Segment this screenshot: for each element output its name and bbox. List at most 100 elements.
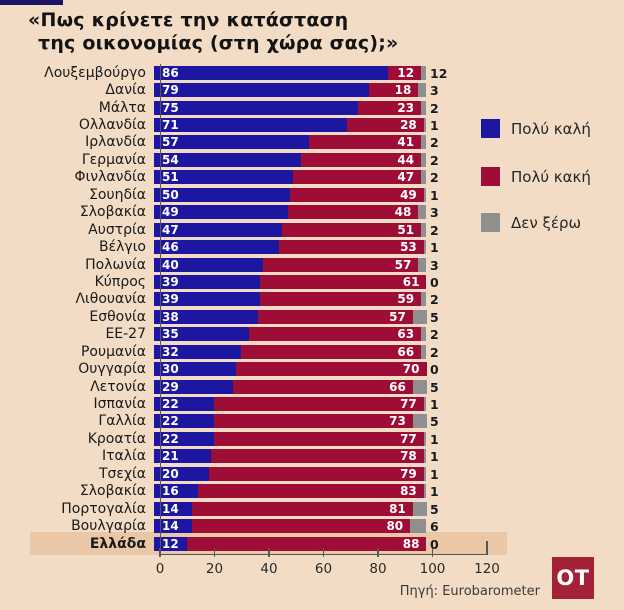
bar-segment-dk	[410, 519, 427, 534]
bar-segment-dk	[423, 240, 427, 255]
country-label: Κύπρος	[94, 273, 146, 290]
legend-item: Πολύ κακή	[481, 167, 591, 186]
bar-value-dk: 2	[430, 152, 439, 168]
bar-value-dk: 2	[430, 222, 439, 238]
legend-label: Δεν ξέρω	[511, 213, 582, 232]
bar-value-dk: 2	[430, 327, 439, 343]
stacked-bar: 16 83 1	[154, 484, 499, 499]
stacked-bar: 30 70 0	[154, 362, 499, 377]
bar-value-dk: 5	[430, 379, 439, 395]
bar-row: Ιρλανδία 57 41 2	[0, 134, 520, 151]
x-axis-tick	[268, 548, 270, 557]
bar-value-dk: 5	[430, 309, 439, 325]
bar-segment-dk	[423, 466, 427, 481]
bar-row: Φινλανδία 51 47 2	[0, 169, 520, 186]
bar-value-bad: 77	[400, 431, 417, 446]
bar-value-dk: 1	[430, 240, 439, 256]
bar-segment-good	[154, 65, 389, 80]
stacked-bar: 54 44 2	[154, 152, 499, 168]
bar-row: Γαλλία 22 73 5	[0, 413, 520, 430]
bar-value-good: 14	[162, 519, 179, 534]
bar-row: Λετονία 29 66 5	[0, 378, 520, 395]
bar-value-bad: 66	[389, 379, 406, 394]
legend-swatch-icon	[481, 213, 500, 232]
stacked-bar: 22 77 1	[154, 397, 499, 412]
bar-segment-good	[154, 414, 214, 429]
bar-row: Σλοβακία 16 83 1	[0, 483, 520, 500]
bar-value-good: 14	[162, 501, 179, 516]
bar-row: Βουλγαρία 14 80 6	[0, 517, 520, 534]
bar-row: Γερμανία 54 44 2	[0, 151, 520, 168]
x-axis-tick	[486, 541, 488, 554]
bar-segment-bad	[233, 379, 413, 394]
bar-value-good: 32	[162, 344, 179, 359]
bar-segment-bad	[292, 170, 422, 185]
legend-item: Δεν ξέρω	[481, 213, 581, 232]
bar-value-good: 51	[162, 170, 179, 185]
bar-segment-good	[154, 327, 250, 342]
bar-row: Πορτογαλία 14 81 5	[0, 500, 520, 517]
bar-row: Λουξεμβούργο 86 12 12	[0, 64, 520, 81]
bar-segment-bad	[260, 274, 427, 289]
bar-value-dk: 2	[430, 135, 439, 151]
bar-row: Ελλάδα 12 88 0	[0, 535, 520, 552]
bar-row: Ολλανδία 71 28 1	[0, 116, 520, 133]
x-axis-tick-label: 0	[155, 561, 165, 577]
bar-segment-good	[154, 309, 258, 324]
bar-value-good: 22	[162, 414, 179, 429]
country-label: Εσθονία	[89, 308, 146, 325]
bar-value-good: 22	[162, 431, 179, 446]
bar-segment-dk	[421, 152, 427, 167]
bar-value-bad: 12	[397, 65, 415, 80]
bar-segment-bad	[211, 449, 424, 464]
bar-segment-bad	[301, 152, 422, 167]
legend-swatch-icon	[481, 119, 500, 138]
bar-segment-dk	[421, 170, 427, 185]
country-label: Λιθουανία	[75, 291, 146, 308]
bar-segment-good	[154, 83, 370, 98]
bar-segment-dk	[421, 100, 427, 115]
bar-segment-bad	[192, 501, 413, 516]
bar-segment-good	[154, 484, 198, 499]
stacked-bar: 14 80 6	[154, 519, 499, 534]
bar-segment-dk	[421, 135, 427, 150]
bar-segment-bad	[282, 222, 422, 237]
bar-segment-bad	[279, 240, 424, 255]
bar-segment-bad	[260, 292, 422, 307]
bar-segment-bad	[388, 65, 422, 80]
stacked-bar: 71 28 1	[154, 118, 499, 133]
source-text: Πηγή: Eurobarometer	[399, 584, 540, 599]
bar-segment-good	[154, 187, 291, 202]
bar-value-bad: 81	[389, 501, 406, 516]
stacked-bar: 75 23 2	[154, 100, 499, 116]
stacked-bar: 50 49 1	[154, 187, 499, 203]
bar-segment-bad	[197, 484, 424, 499]
stacked-bar: 14 81 5	[154, 501, 499, 517]
bar-segment-dk	[421, 327, 427, 342]
bar-segment-bad	[235, 362, 427, 377]
bar-value-bad: 77	[400, 397, 417, 412]
bar-row: Ρουμανία 32 66 2	[0, 343, 520, 360]
bar-value-dk: 5	[430, 414, 439, 430]
stacked-bar: 86 12 12	[154, 65, 499, 81]
bar-value-good: 57	[162, 135, 179, 150]
bar-value-dk: 0	[430, 274, 439, 290]
stacked-bar: 20 79 1	[154, 466, 499, 482]
bar-segment-good	[154, 449, 212, 464]
stacked-bar: 51 47 2	[154, 170, 499, 185]
bar-value-bad: 44	[397, 152, 415, 167]
bar-segment-bad	[213, 431, 424, 446]
bar-value-dk: 1	[430, 431, 439, 447]
accent-line	[0, 0, 63, 5]
stacked-bar: 46 53 1	[154, 240, 499, 256]
bar-value-bad: 57	[389, 309, 406, 324]
bar-value-bad: 79	[400, 466, 417, 481]
bar-segment-dk	[423, 397, 427, 412]
bar-value-bad: 78	[400, 449, 417, 464]
bar-value-bad: 88	[402, 536, 420, 551]
bar-value-dk: 3	[430, 83, 439, 99]
bar-segment-good	[154, 519, 193, 534]
country-label: Τσεχία	[98, 465, 146, 482]
stacked-bar: 35 63 2	[154, 327, 499, 343]
stacked-bar: 32 66 2	[154, 344, 499, 360]
